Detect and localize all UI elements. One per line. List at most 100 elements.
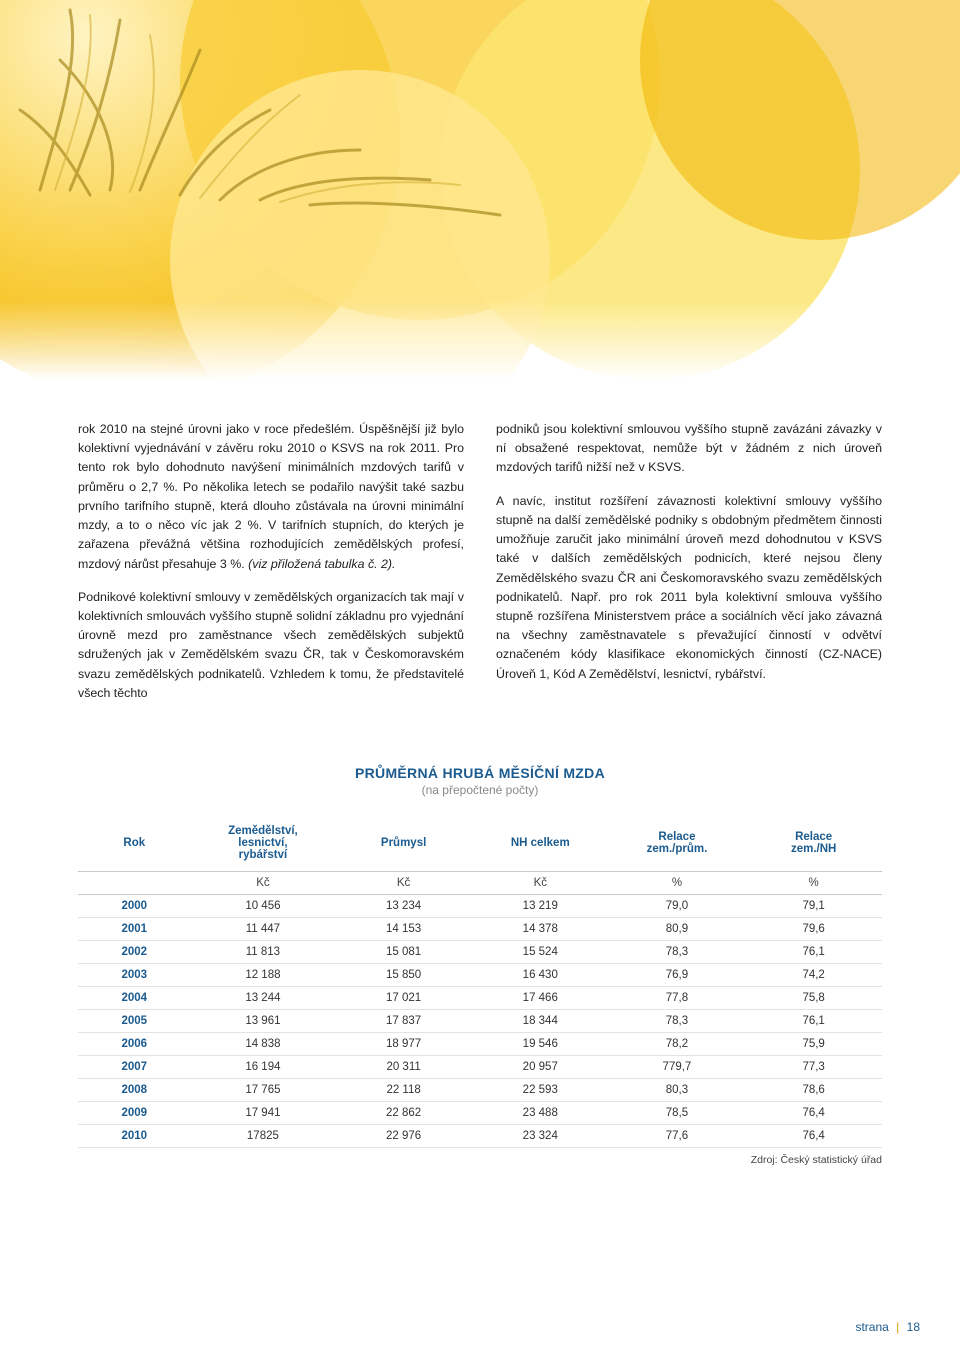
cell-year: 2008 <box>78 1079 191 1102</box>
page-footer: strana | 18 <box>855 1320 920 1334</box>
cell-year: 2006 <box>78 1033 191 1056</box>
cell-rp: 78,3 <box>609 941 746 964</box>
cell-nh: 23 488 <box>472 1102 609 1125</box>
cell-rn: 74,2 <box>745 964 882 987</box>
cell-year: 2010 <box>78 1125 191 1148</box>
cell-rp: 80,9 <box>609 918 746 941</box>
footer-divider: | <box>892 1320 903 1334</box>
cell-rp: 779,7 <box>609 1056 746 1079</box>
cell-rn: 76,4 <box>745 1125 882 1148</box>
cell-rp: 78,2 <box>609 1033 746 1056</box>
left-para-1: rok 2010 na stejné úrovni jako v roce př… <box>78 420 464 574</box>
cell-prum: 22 976 <box>335 1125 472 1148</box>
cell-rp: 78,3 <box>609 1010 746 1033</box>
wage-table-body: 200010 45613 23413 21979,079,1200111 447… <box>78 895 882 1148</box>
cell-year: 2004 <box>78 987 191 1010</box>
cell-nh: 13 219 <box>472 895 609 918</box>
cell-zem: 17 765 <box>191 1079 336 1102</box>
table-row: 200614 83818 97719 54678,275,9 <box>78 1033 882 1056</box>
right-para-2: A navíc, institut rozšíření závaznosti k… <box>496 492 882 684</box>
table-source: Zdroj: Český statistický úřad <box>78 1154 882 1166</box>
left-para-2: Podnikové kolektivní smlouvy v zemědělsk… <box>78 588 464 703</box>
cell-zem: 10 456 <box>191 895 336 918</box>
table-row: 200111 44714 15314 37880,979,6 <box>78 918 882 941</box>
cell-prum: 13 234 <box>335 895 472 918</box>
cell-rp: 78,5 <box>609 1102 746 1125</box>
unit-kc-1: Kč <box>191 872 336 895</box>
table-row: 200817 76522 11822 59380,378,6 <box>78 1079 882 1102</box>
cell-nh: 15 524 <box>472 941 609 964</box>
cell-nh: 19 546 <box>472 1033 609 1056</box>
cell-rn: 76,1 <box>745 1010 882 1033</box>
cell-year: 2002 <box>78 941 191 964</box>
cell-zem: 12 188 <box>191 964 336 987</box>
cell-prum: 22 862 <box>335 1102 472 1125</box>
table-row: 20101782522 97623 32477,676,4 <box>78 1125 882 1148</box>
cell-zem: 17 941 <box>191 1102 336 1125</box>
cell-prum: 20 311 <box>335 1056 472 1079</box>
cell-rn: 79,6 <box>745 918 882 941</box>
cell-rn: 76,4 <box>745 1102 882 1125</box>
col-prumysl: Průmysl <box>335 815 472 872</box>
cell-rn: 75,9 <box>745 1033 882 1056</box>
cell-nh: 18 344 <box>472 1010 609 1033</box>
cell-rn: 77,3 <box>745 1056 882 1079</box>
col-rel-nh: Relace zem./NH <box>745 815 882 872</box>
cell-rp: 77,8 <box>609 987 746 1010</box>
body-columns: rok 2010 na stejné úrovni jako v roce př… <box>78 420 882 717</box>
table-title: PRŮMĚRNÁ HRUBÁ MĚSÍČNÍ MZDA <box>78 765 882 781</box>
unit-kc-2: Kč <box>335 872 472 895</box>
table-row: 200312 18815 85016 43076,974,2 <box>78 964 882 987</box>
unit-kc-3: Kč <box>472 872 609 895</box>
cell-rn: 76,1 <box>745 941 882 964</box>
cell-year: 2000 <box>78 895 191 918</box>
cell-rp: 77,6 <box>609 1125 746 1148</box>
cell-rp: 80,3 <box>609 1079 746 1102</box>
cell-zem: 13 244 <box>191 987 336 1010</box>
cell-nh: 23 324 <box>472 1125 609 1148</box>
cell-zem: 11 813 <box>191 941 336 964</box>
cell-year: 2003 <box>78 964 191 987</box>
unit-pct-1: % <box>609 872 746 895</box>
table-row: 200716 19420 31120 957779,777,3 <box>78 1056 882 1079</box>
cell-rn: 79,1 <box>745 895 882 918</box>
table-row: 200010 45613 23413 21979,079,1 <box>78 895 882 918</box>
col-zem: Zemědělství, lesnictví, rybářství <box>191 815 336 872</box>
col-rel-prum: Relace zem./prům. <box>609 815 746 872</box>
cell-nh: 22 593 <box>472 1079 609 1102</box>
column-right: podniků jsou kolektivní smlouvou vyššího… <box>496 420 882 717</box>
cell-nh: 20 957 <box>472 1056 609 1079</box>
cell-rn: 75,8 <box>745 987 882 1010</box>
cell-prum: 15 850 <box>335 964 472 987</box>
cell-prum: 17 021 <box>335 987 472 1010</box>
cell-nh: 17 466 <box>472 987 609 1010</box>
cell-rn: 78,6 <box>745 1079 882 1102</box>
cell-rp: 79,0 <box>609 895 746 918</box>
col-rok: Rok <box>78 815 191 872</box>
cell-rp: 76,9 <box>609 964 746 987</box>
cell-zem: 17825 <box>191 1125 336 1148</box>
cell-prum: 22 118 <box>335 1079 472 1102</box>
cell-zem: 14 838 <box>191 1033 336 1056</box>
col-nh: NH celkem <box>472 815 609 872</box>
column-left: rok 2010 na stejné úrovni jako v roce př… <box>78 420 464 717</box>
wage-table-section: PRŮMĚRNÁ HRUBÁ MĚSÍČNÍ MZDA (na přepočte… <box>78 765 882 1166</box>
table-row: 200917 94122 86223 48878,576,4 <box>78 1102 882 1125</box>
table-row: 200413 24417 02117 46677,875,8 <box>78 987 882 1010</box>
cell-nh: 14 378 <box>472 918 609 941</box>
cell-year: 2001 <box>78 918 191 941</box>
footer-label: strana <box>855 1320 888 1334</box>
cell-prum: 14 153 <box>335 918 472 941</box>
cell-zem: 11 447 <box>191 918 336 941</box>
cell-prum: 18 977 <box>335 1033 472 1056</box>
unit-pct-2: % <box>745 872 882 895</box>
footer-page-number: 18 <box>907 1320 920 1334</box>
table-subtitle: (na přepočtené počty) <box>78 783 882 797</box>
wage-table: Rok Zemědělství, lesnictví, rybářství Pr… <box>78 815 882 1148</box>
table-row: 200513 96117 83718 34478,376,1 <box>78 1010 882 1033</box>
cell-year: 2009 <box>78 1102 191 1125</box>
cell-nh: 16 430 <box>472 964 609 987</box>
right-para-1: podniků jsou kolektivní smlouvou vyššího… <box>496 420 882 478</box>
cell-prum: 17 837 <box>335 1010 472 1033</box>
cell-zem: 13 961 <box>191 1010 336 1033</box>
